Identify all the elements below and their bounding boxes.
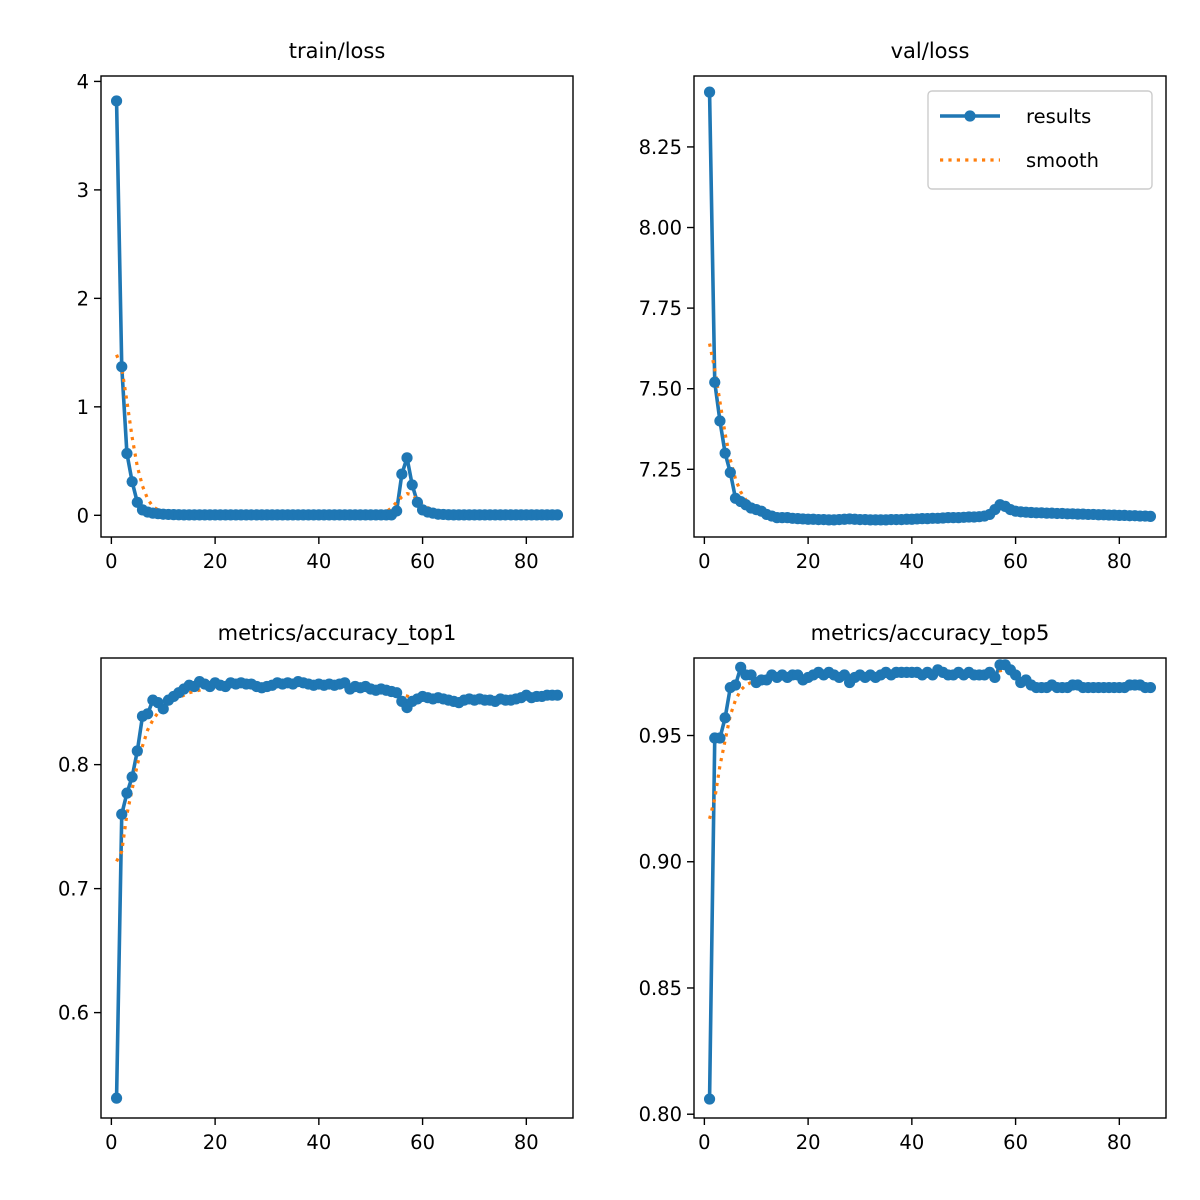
train-loss-x-tick-label: 40 bbox=[306, 550, 331, 573]
train-loss-y-tick-label: 1 bbox=[77, 396, 89, 419]
accuracy-top5-x-tick-label: 60 bbox=[1003, 1131, 1028, 1154]
train-loss-results-point bbox=[126, 476, 138, 488]
accuracy-top1-plot-area bbox=[110, 675, 564, 1104]
accuracy-top5-y-tick-label: 0.85 bbox=[639, 977, 682, 1000]
train-loss-results-point bbox=[406, 479, 418, 491]
accuracy-top1-x-tick-label: 40 bbox=[306, 1131, 331, 1154]
accuracy-top1-y-tick-label: 0.8 bbox=[58, 754, 89, 777]
val-loss-title: val/loss bbox=[891, 39, 970, 63]
val-loss-results-point bbox=[719, 447, 731, 459]
accuracy-top1-results-point bbox=[142, 708, 154, 720]
accuracy-top5-plot-area bbox=[703, 659, 1157, 1105]
train-loss-y-tick-label: 4 bbox=[77, 70, 89, 93]
accuracy-top5-results-point bbox=[719, 712, 731, 724]
accuracy-top5-y-tick-label: 0.80 bbox=[639, 1103, 682, 1126]
accuracy-top5-title: metrics/accuracy_top5 bbox=[811, 621, 1050, 646]
train-loss-y-tick-label: 0 bbox=[77, 504, 89, 527]
train-loss-x-tick-label: 0 bbox=[105, 550, 117, 573]
accuracy-top1-results-point bbox=[157, 703, 169, 715]
accuracy-top1-x-tick-label: 80 bbox=[514, 1131, 539, 1154]
val-loss-x-tick-label: 20 bbox=[796, 550, 821, 573]
train-loss-x-tick-label: 80 bbox=[514, 550, 539, 573]
train-loss-results-point bbox=[116, 361, 128, 373]
accuracy-top5-y-tick-label: 0.90 bbox=[639, 851, 682, 874]
accuracy-top1-results-point bbox=[391, 687, 403, 699]
legend-smooth-label: smooth bbox=[1026, 149, 1099, 172]
accuracy-top1-title: metrics/accuracy_top1 bbox=[218, 621, 457, 646]
val-loss-y-tick-label: 8.00 bbox=[639, 217, 682, 240]
accuracy-top1-results-point bbox=[131, 745, 143, 757]
val-loss-results-point bbox=[709, 376, 721, 388]
accuracy-top1-x-tick-label: 20 bbox=[203, 1131, 228, 1154]
accuracy-top1-results-point bbox=[551, 689, 564, 701]
accuracy-top5-results-point bbox=[714, 732, 726, 744]
accuracy-top5-x-tick-label: 20 bbox=[796, 1131, 821, 1154]
val-loss-x-tick-label: 0 bbox=[698, 550, 710, 573]
train-loss-results-point bbox=[110, 95, 123, 107]
accuracy-top1-y-tick-label: 0.7 bbox=[58, 878, 89, 901]
val-loss-x-tick-label: 40 bbox=[899, 550, 924, 573]
train-loss-results-point bbox=[551, 509, 564, 521]
train-loss-results-point bbox=[391, 505, 403, 517]
accuracy-top5-results-point bbox=[989, 671, 1001, 684]
legend-results-label: results bbox=[1026, 105, 1091, 128]
accuracy-top1-results-point bbox=[121, 787, 133, 799]
accuracy-top1-y-tick-label: 0.6 bbox=[58, 1002, 89, 1025]
val-loss-legend: results smooth bbox=[927, 90, 1153, 190]
val-loss-results-point bbox=[1144, 510, 1157, 522]
accuracy-top5-x-tick-label: 0 bbox=[698, 1131, 710, 1154]
val-loss-y-tick-label: 7.50 bbox=[639, 378, 682, 401]
train-loss-x-tick-label: 60 bbox=[410, 550, 435, 573]
val-loss-results-point bbox=[724, 466, 736, 479]
val-loss-panel: val/loss 0 20 40 60 80 7.25 7.50 7.75 8.00 8.25 res… bbox=[639, 39, 1167, 573]
accuracy-top5-x-tick-label: 80 bbox=[1107, 1131, 1132, 1154]
train-loss-panel: train/loss 0 20 40 60 80 0 1 2 3 4 bbox=[77, 39, 574, 573]
accuracy-top5-results-point bbox=[729, 679, 742, 691]
val-loss-plot-area bbox=[703, 86, 1157, 526]
accuracy-top5-results-point bbox=[703, 1093, 716, 1105]
legend-results-marker bbox=[964, 110, 976, 122]
train-loss-axes-frame bbox=[100, 75, 574, 538]
train-loss-x-tick-label: 20 bbox=[203, 550, 228, 573]
accuracy-top1-x-tick-label: 0 bbox=[105, 1131, 117, 1154]
accuracy-top1-results-point bbox=[110, 1092, 123, 1104]
val-loss-y-tick-label: 7.75 bbox=[639, 297, 682, 320]
train-loss-title: train/loss bbox=[289, 39, 386, 63]
train-loss-results-point bbox=[401, 452, 413, 464]
val-loss-x-tick-label: 60 bbox=[1003, 550, 1028, 573]
accuracy-top1-results-point bbox=[116, 808, 128, 820]
accuracy-top5-axes-frame bbox=[693, 657, 1167, 1119]
val-loss-y-tick-label: 7.25 bbox=[639, 458, 682, 481]
val-loss-x-tick-label: 80 bbox=[1107, 550, 1132, 573]
train-loss-results-point bbox=[396, 468, 408, 480]
val-loss-results-point bbox=[703, 86, 716, 98]
accuracy-top1-results-point bbox=[126, 771, 138, 783]
val-loss-axes-frame bbox=[693, 75, 1167, 538]
train-loss-plot-area bbox=[110, 95, 564, 521]
accuracy-top1-x-tick-label: 60 bbox=[410, 1131, 435, 1154]
accuracy-top5-panel: metrics/accuracy_top5 0 20 40 60 80 0.80 0.85 0.… bbox=[639, 621, 1167, 1154]
accuracy-top5-results-point bbox=[1144, 681, 1157, 694]
train-loss-y-tick-label: 2 bbox=[77, 287, 89, 310]
train-loss-results-point bbox=[121, 447, 133, 460]
val-loss-y-tick-label: 8.25 bbox=[639, 136, 682, 159]
accuracy-top5-x-tick-label: 40 bbox=[899, 1131, 924, 1154]
accuracy-top5-y-tick-label: 0.95 bbox=[639, 725, 682, 748]
accuracy-top1-panel: metrics/accuracy_top1 0 20 40 60 80 0.6 0.7 0.8 bbox=[58, 621, 574, 1154]
train-loss-y-tick-label: 3 bbox=[77, 179, 89, 202]
val-loss-results-point bbox=[714, 415, 726, 427]
